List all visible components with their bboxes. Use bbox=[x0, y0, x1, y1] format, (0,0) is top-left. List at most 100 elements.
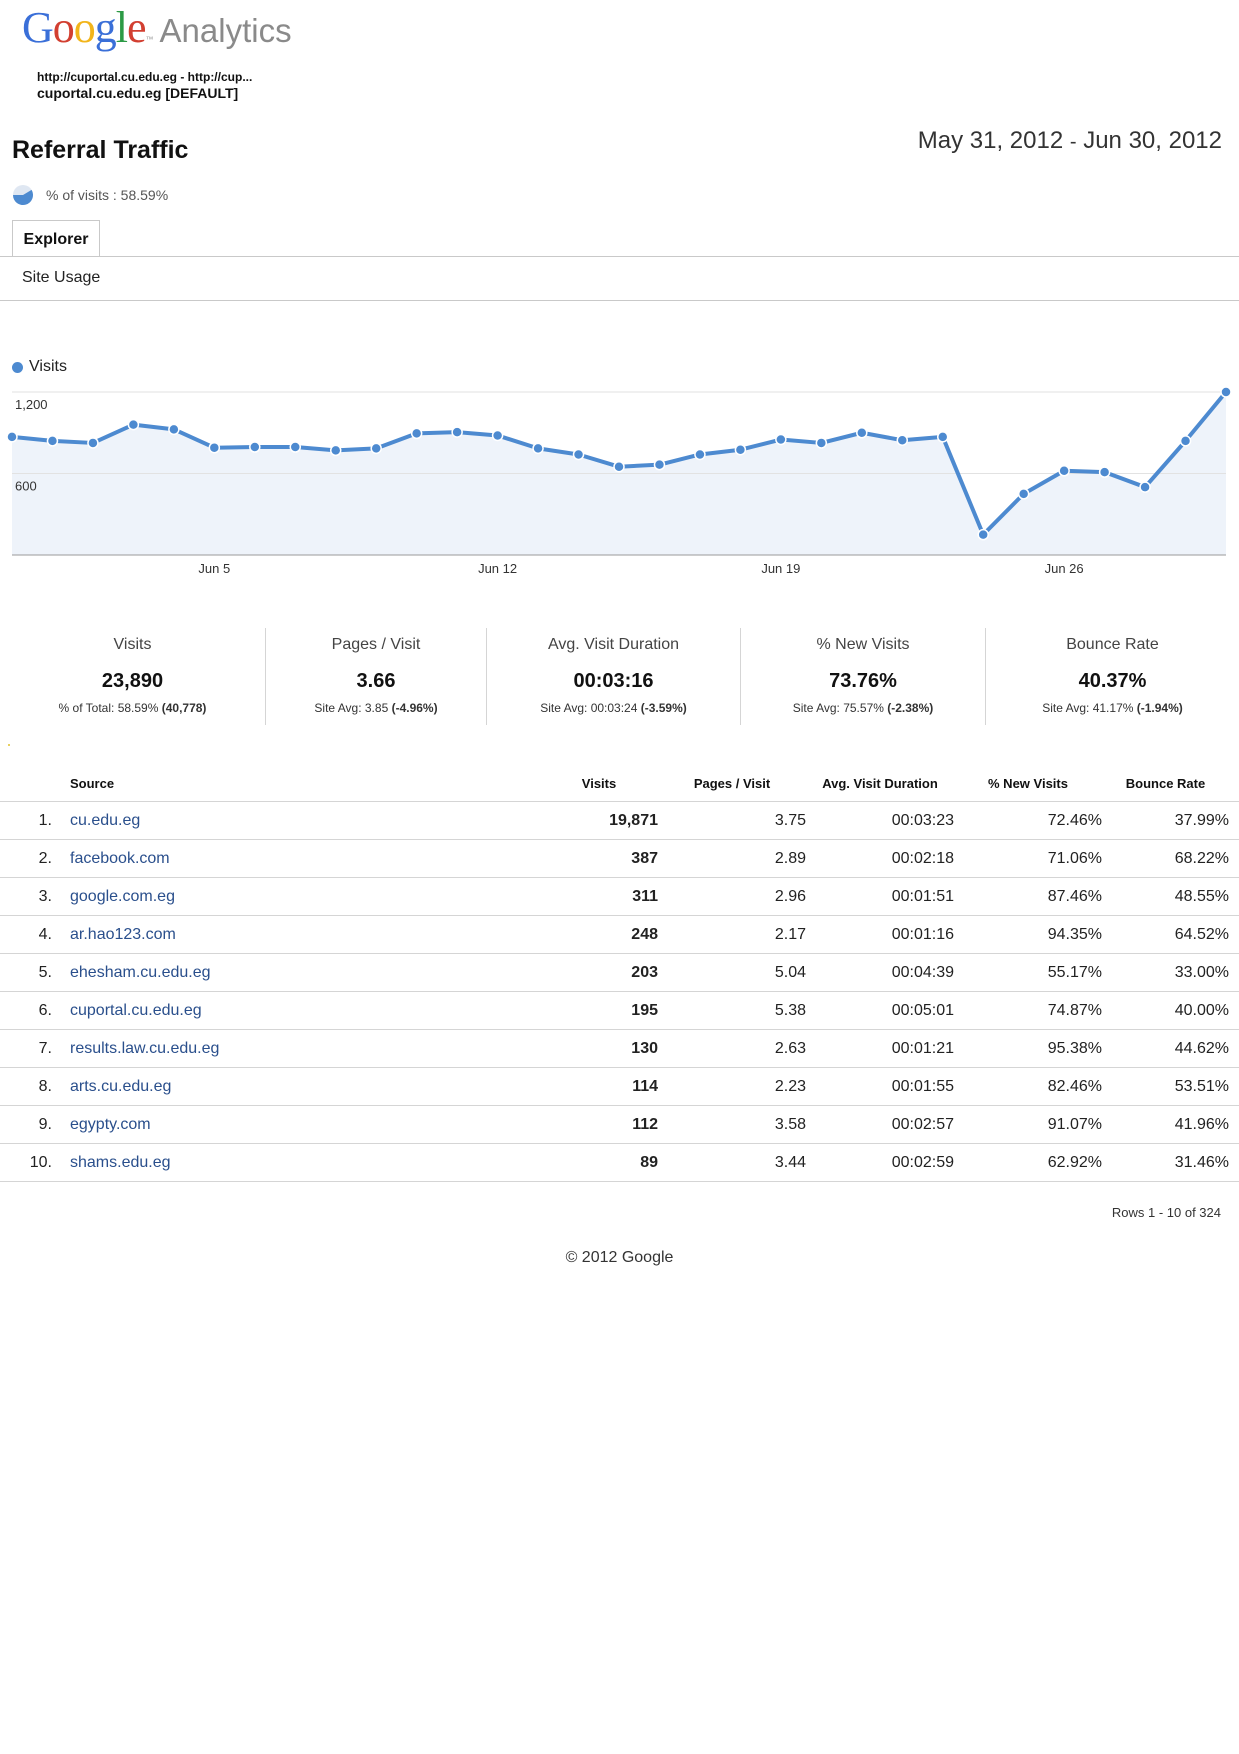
scorecard-label: Avg. Visit Duration bbox=[547, 636, 680, 653]
visits-cell: 89 bbox=[540, 1143, 658, 1182]
scorecard-comparison-text: Site Avg: 75.57% bbox=[792, 701, 888, 715]
referral-table: Source Visits Pages / Visit Avg. Visit D… bbox=[0, 765, 1239, 1182]
pages-per-visit-cell: 2.17 bbox=[658, 915, 806, 954]
data-point bbox=[936, 431, 949, 443]
header-avg-visit-duration[interactable]: Avg. Visit Duration bbox=[822, 775, 938, 791]
tab-explorer[interactable]: Explorer bbox=[12, 220, 100, 257]
data-point bbox=[249, 441, 261, 453]
visits-cell: 248 bbox=[540, 915, 658, 954]
source-cell: ehesham.cu.edu.eg bbox=[52, 953, 540, 992]
legend-label-visits: Visits bbox=[29, 358, 67, 375]
source-cell: ar.hao123.com bbox=[52, 915, 540, 954]
source-link[interactable]: ehesham.cu.edu.eg bbox=[70, 963, 211, 981]
visits-cell: 311 bbox=[540, 877, 658, 916]
new-visits-cell: 62.92% bbox=[954, 1143, 1102, 1182]
scorecard-comparison-delta: (-4.96%) bbox=[391, 701, 438, 715]
scorecard-value: 23,890 bbox=[101, 670, 164, 692]
google-analytics-logo: Google ™ Analytics bbox=[22, 4, 292, 52]
pages-per-visit-cell: 2.63 bbox=[658, 1029, 806, 1068]
data-point bbox=[532, 442, 544, 455]
source-link[interactable]: egypty.com bbox=[70, 1115, 151, 1133]
legend-dot-icon bbox=[12, 361, 23, 373]
source-cell: arts.cu.edu.eg bbox=[52, 1067, 540, 1106]
header-visits[interactable]: Visits bbox=[581, 775, 617, 791]
scorecard[interactable]: % New Visits 73.76% Site Avg: 75.57% (-2.3… bbox=[740, 628, 985, 725]
property-name: cuportal.cu.edu.eg [DEFAULT] bbox=[37, 85, 239, 101]
table-row: 4. ar.hao123.com 248 2.17 00:01:16 94.35% 64.5… bbox=[0, 915, 1239, 954]
data-point bbox=[1139, 481, 1151, 493]
tab-site-usage[interactable]: Site Usage bbox=[22, 269, 101, 286]
source-cell: egypty.com bbox=[52, 1105, 540, 1144]
scorecard[interactable]: Avg. Visit Duration 00:03:16 Site Avg: 00:… bbox=[486, 628, 740, 725]
visits-cell: 195 bbox=[540, 991, 658, 1030]
scorecard-comparison-delta: (-3.59%) bbox=[640, 701, 687, 715]
source-link[interactable]: cu.edu.eg bbox=[70, 811, 141, 829]
table-header-row: Source Visits Pages / Visit Avg. Visit D… bbox=[0, 765, 1239, 802]
decorative-dot bbox=[8, 744, 10, 746]
source-link[interactable]: shams.edu.eg bbox=[70, 1153, 171, 1171]
scorecard[interactable]: Bounce Rate 40.37% Site Avg: 41.17% (-1.94… bbox=[985, 628, 1239, 725]
visits-cell: 19,871 bbox=[540, 801, 658, 840]
scorecard-label: Visits bbox=[113, 636, 152, 653]
bounce-rate-cell: 33.00% bbox=[1102, 953, 1239, 992]
source-link[interactable]: facebook.com bbox=[70, 849, 170, 867]
pages-per-visit-cell: 2.96 bbox=[658, 877, 806, 916]
data-point bbox=[451, 426, 463, 438]
source-cell: cuportal.cu.edu.eg bbox=[52, 991, 540, 1030]
avg-duration-cell: 00:02:59 bbox=[806, 1143, 954, 1182]
row-index: 7. bbox=[0, 1029, 52, 1068]
pages-per-visit-cell: 5.38 bbox=[658, 991, 806, 1030]
scorecard[interactable]: Pages / Visit 3.66 Site Avg: 3.85 (-4.96%) bbox=[265, 628, 486, 725]
source-cell: cu.edu.eg bbox=[52, 801, 540, 840]
source-link[interactable]: arts.cu.edu.eg bbox=[70, 1077, 172, 1095]
source-cell: results.law.cu.edu.eg bbox=[52, 1029, 540, 1068]
data-point bbox=[127, 418, 140, 431]
scorecard[interactable]: Visits 23,890 % of Total: 58.59% (40,778) bbox=[0, 628, 265, 725]
data-point bbox=[1220, 386, 1232, 398]
avg-duration-cell: 00:02:18 bbox=[806, 839, 954, 878]
source-link[interactable]: ar.hao123.com bbox=[70, 925, 176, 943]
new-visits-cell: 72.46% bbox=[954, 801, 1102, 840]
data-point bbox=[6, 431, 18, 443]
rows-info: Rows 1 - 10 of 324 bbox=[1111, 1205, 1221, 1220]
data-point bbox=[208, 441, 221, 454]
data-point bbox=[856, 427, 868, 439]
source-link[interactable]: cuportal.cu.edu.eg bbox=[70, 1001, 202, 1019]
chart-legend[interactable]: Visits bbox=[12, 358, 67, 376]
pages-per-visit-cell: 3.75 bbox=[658, 801, 806, 840]
header-pages-per-visit[interactable]: Pages / Visit bbox=[693, 775, 771, 791]
avg-duration-cell: 00:01:21 bbox=[806, 1029, 954, 1068]
bounce-rate-cell: 44.62% bbox=[1102, 1029, 1239, 1068]
header-new-visits[interactable]: % New Visits bbox=[988, 775, 1068, 791]
date-range[interactable]: May 31, 2012 - Jun 30, 2012 bbox=[918, 127, 1222, 155]
data-point bbox=[370, 442, 382, 455]
table-body: 1. cu.edu.eg 19,871 3.75 00:03:23 72.46% 37.99… bbox=[0, 801, 1239, 1182]
data-point bbox=[410, 427, 423, 440]
scorecard-comparison: Site Avg: 00:03:24 (-3.59%) bbox=[487, 701, 740, 715]
row-index: 2. bbox=[0, 839, 52, 878]
page-title: Referral Traffic bbox=[12, 136, 189, 164]
scorecard-label: Pages / Visit bbox=[331, 636, 421, 653]
data-point bbox=[1058, 465, 1070, 477]
logo-letter: o bbox=[73, 3, 96, 52]
bounce-rate-cell: 40.00% bbox=[1102, 991, 1239, 1030]
row-index: 4. bbox=[0, 915, 52, 954]
avg-duration-cell: 00:03:23 bbox=[806, 801, 954, 840]
y-tick-label: 1,200 bbox=[15, 397, 48, 412]
y-tick-label: 600 bbox=[15, 479, 37, 494]
logo-letter: G bbox=[22, 3, 54, 52]
data-point bbox=[775, 433, 787, 446]
header-bounce-rate[interactable]: Bounce Rate bbox=[1125, 775, 1206, 791]
scorecard-comparison-text: % of Total: 58.59% bbox=[58, 701, 162, 715]
source-link[interactable]: google.com.eg bbox=[70, 887, 175, 905]
source-link[interactable]: results.law.cu.edu.eg bbox=[70, 1039, 220, 1057]
scorecard-comparison: Site Avg: 3.85 (-4.96%) bbox=[266, 701, 486, 715]
logo-letter: e bbox=[127, 3, 147, 52]
metric-scorecards: Visits 23,890% of Total: 58.59% (40,778) P… bbox=[0, 628, 1239, 725]
data-point bbox=[613, 460, 625, 473]
data-point bbox=[1017, 488, 1030, 500]
avg-duration-cell: 00:01:51 bbox=[806, 877, 954, 916]
header-source[interactable]: Source bbox=[70, 775, 115, 791]
data-point bbox=[289, 441, 302, 453]
scorecard-comparison: Site Avg: 41.17% (-1.94%) bbox=[986, 701, 1239, 715]
